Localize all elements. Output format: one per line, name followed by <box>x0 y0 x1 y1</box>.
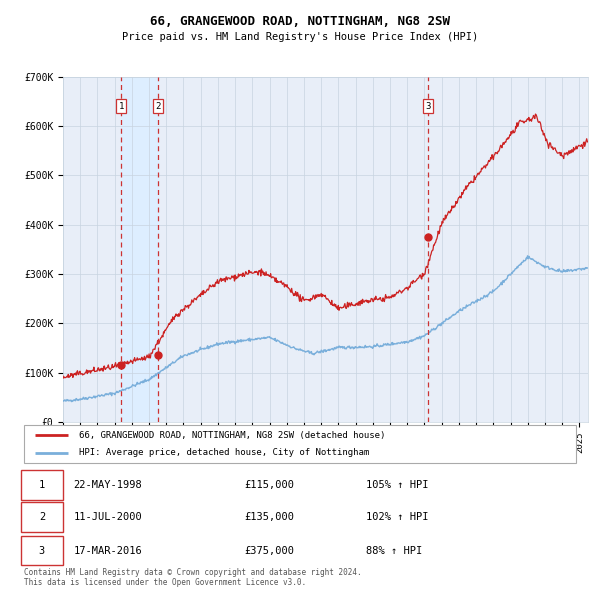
Text: 66, GRANGEWOOD ROAD, NOTTINGHAM, NG8 2SW (detached house): 66, GRANGEWOOD ROAD, NOTTINGHAM, NG8 2SW… <box>79 431 386 440</box>
Text: 2: 2 <box>39 512 45 522</box>
Text: 17-MAR-2016: 17-MAR-2016 <box>74 546 142 556</box>
Text: 3: 3 <box>39 546 45 556</box>
FancyBboxPatch shape <box>24 425 576 463</box>
Bar <box>121 77 158 422</box>
Text: 1: 1 <box>39 480 45 490</box>
Text: £375,000: £375,000 <box>245 546 295 556</box>
Text: 105% ↑ HPI: 105% ↑ HPI <box>366 480 429 490</box>
Text: £115,000: £115,000 <box>245 480 295 490</box>
Text: 66, GRANGEWOOD ROAD, NOTTINGHAM, NG8 2SW: 66, GRANGEWOOD ROAD, NOTTINGHAM, NG8 2SW <box>150 15 450 28</box>
Text: 3: 3 <box>425 101 431 110</box>
FancyBboxPatch shape <box>21 470 62 500</box>
Text: This data is licensed under the Open Government Licence v3.0.: This data is licensed under the Open Gov… <box>24 578 306 587</box>
Text: £135,000: £135,000 <box>245 512 295 522</box>
Text: HPI: Average price, detached house, City of Nottingham: HPI: Average price, detached house, City… <box>79 448 370 457</box>
Text: 88% ↑ HPI: 88% ↑ HPI <box>366 546 422 556</box>
Text: 11-JUL-2000: 11-JUL-2000 <box>74 512 142 522</box>
FancyBboxPatch shape <box>21 502 62 532</box>
Text: Price paid vs. HM Land Registry's House Price Index (HPI): Price paid vs. HM Land Registry's House … <box>122 32 478 42</box>
Text: 102% ↑ HPI: 102% ↑ HPI <box>366 512 429 522</box>
Text: 22-MAY-1998: 22-MAY-1998 <box>74 480 142 490</box>
Text: Contains HM Land Registry data © Crown copyright and database right 2024.: Contains HM Land Registry data © Crown c… <box>24 568 362 577</box>
Text: 1: 1 <box>119 101 124 110</box>
FancyBboxPatch shape <box>21 536 62 565</box>
Text: 2: 2 <box>155 101 161 110</box>
